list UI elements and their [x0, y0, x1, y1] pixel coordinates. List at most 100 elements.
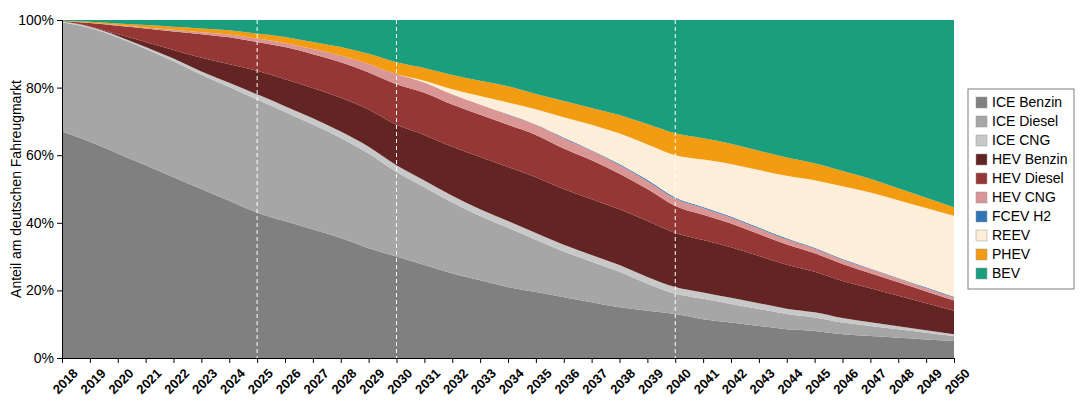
tick-mark: [898, 358, 899, 363]
legend-label: HEV Benzin: [992, 151, 1067, 167]
tick: 100%: [18, 12, 62, 28]
legend-swatch: [976, 192, 987, 203]
tick: 2050: [942, 358, 973, 397]
tick: 2028: [328, 358, 359, 397]
y-axis: 0% 20% 40% 60% 80% 100%: [18, 12, 62, 366]
tick-mark: [424, 358, 425, 363]
tick: 60%: [26, 147, 62, 163]
tick: 2024: [217, 358, 249, 397]
tick: 2037: [579, 358, 610, 397]
tick: 20%: [26, 282, 62, 298]
tick-mark: [397, 358, 398, 363]
tick: 2020: [105, 358, 136, 397]
tick: 0%: [34, 350, 62, 366]
tick-label: 2045: [802, 366, 833, 397]
tick-mark: [564, 358, 565, 363]
legend-item: HEV Benzin: [976, 151, 1067, 167]
tick-label: 60%: [26, 147, 54, 163]
reference-line: [257, 20, 258, 358]
legend-swatch: [976, 135, 987, 146]
tick-label: 2018: [50, 366, 81, 397]
tick: 2040: [663, 358, 694, 397]
tick: 2022: [161, 358, 192, 397]
tick: 2029: [356, 358, 387, 397]
tick: 2047: [858, 358, 889, 397]
legend-item: PHEV: [976, 246, 1031, 262]
tick: 2021: [133, 358, 164, 397]
tick: 2033: [468, 358, 499, 397]
legend-label: REEV: [992, 227, 1031, 243]
tick: 2035: [524, 358, 555, 397]
legend-swatch: [976, 116, 987, 127]
tick-mark: [369, 358, 370, 363]
legend-label: BEV: [992, 265, 1021, 281]
tick-label: 2029: [356, 366, 387, 397]
area-9: [62, 20, 954, 207]
tick: 2023: [189, 358, 220, 397]
tick-label: 2034: [496, 365, 528, 397]
tick: 2025: [245, 358, 276, 397]
area-8: [62, 21, 954, 216]
tick-label: 2024: [217, 365, 249, 397]
legend-swatch: [976, 154, 987, 165]
tick-mark: [843, 358, 844, 363]
legend-item: REEV: [976, 227, 1031, 243]
legend-item: HEV CNG: [976, 189, 1056, 205]
tick-label: 2031: [412, 366, 443, 397]
tick: 2045: [802, 358, 833, 397]
tick-label: 2048: [886, 366, 917, 397]
tick-label: 2037: [579, 366, 610, 397]
legend-label: PHEV: [992, 246, 1031, 262]
legend-frame: [968, 89, 1074, 289]
tick: 40%: [26, 215, 62, 231]
tick-mark: [57, 20, 62, 21]
tick-label: 2035: [524, 366, 555, 397]
tick-label: 2019: [78, 366, 109, 397]
tick-label: 2047: [858, 366, 889, 397]
tick-label: 2036: [551, 366, 582, 397]
legend-item: BEV: [976, 265, 1021, 281]
tick-mark: [57, 358, 62, 359]
legend-swatch: [976, 230, 987, 241]
legend-swatch: [976, 173, 987, 184]
tick: 2018: [50, 358, 81, 397]
tick-mark: [620, 358, 621, 363]
tick-label: 2021: [133, 366, 164, 397]
tick: 2026: [273, 358, 304, 397]
chart: 0%20%40%60%80%100%2018201920202021202220…: [0, 0, 1080, 419]
tick-mark: [341, 358, 342, 363]
tick-mark: [57, 290, 62, 291]
legend-swatch: [976, 211, 987, 222]
tick: 2046: [830, 358, 861, 397]
tick-label: 2025: [245, 366, 276, 397]
tick: 2034: [496, 358, 528, 397]
tick-mark: [57, 155, 62, 156]
tick-label: 2033: [468, 366, 499, 397]
tick-label: 2032: [440, 366, 471, 397]
tick-mark: [452, 358, 453, 363]
tick-mark: [201, 358, 202, 363]
tick-mark: [57, 88, 62, 89]
tick-mark: [257, 358, 258, 363]
legend-label: ICE CNG: [992, 132, 1050, 148]
tick-label: 2042: [719, 366, 750, 397]
tick-mark: [285, 358, 286, 363]
tick-label: 2030: [384, 366, 415, 397]
tick-mark: [592, 358, 593, 363]
tick-label: 80%: [26, 80, 54, 96]
legend-swatch: [976, 268, 987, 279]
tick-mark: [647, 358, 648, 363]
tick-label: 2049: [914, 366, 945, 397]
tick-label: 2046: [830, 366, 861, 397]
tick-mark: [57, 223, 62, 224]
tick-label: 2028: [328, 366, 359, 397]
legend-item: ICE Diesel: [976, 113, 1058, 129]
axis-line: [63, 359, 955, 364]
tick-mark: [675, 358, 676, 363]
axis-line: [57, 21, 63, 359]
tick: 2019: [78, 358, 109, 397]
tick: 2049: [914, 358, 945, 397]
tick-mark: [759, 358, 760, 363]
legend-label: FCEV H2: [992, 208, 1051, 224]
tick: 2027: [301, 358, 332, 397]
